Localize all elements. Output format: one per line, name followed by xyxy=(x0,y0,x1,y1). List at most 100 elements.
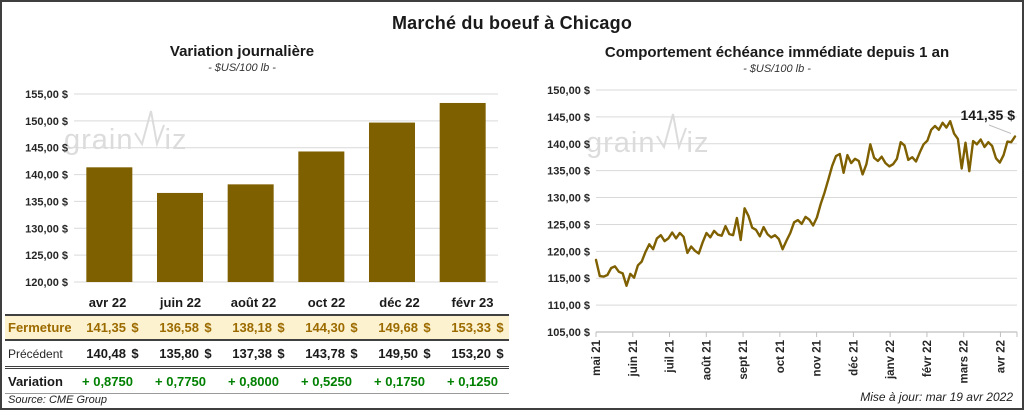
y-tick-label: 145,00 $ xyxy=(547,112,590,124)
y-tick-label: 115,00 $ xyxy=(548,273,590,285)
cell-value: 141,35 xyxy=(86,320,126,335)
table-cell: 143,78 $ xyxy=(290,340,363,369)
watermark-text-left: grain xyxy=(64,124,134,156)
cell-value: 153,20 xyxy=(451,346,491,361)
bar-chart-subtitle: - $US/100 lb - xyxy=(208,62,276,74)
y-tick-label: 140,00 $ xyxy=(547,139,590,151)
table-cell: 138,18 $ xyxy=(217,314,290,341)
table-cell: 137,38 $ xyxy=(217,340,290,369)
cell-value: 136,58 xyxy=(159,320,199,335)
watermark-text-right: grain xyxy=(586,127,656,159)
column-header: juin 22 xyxy=(159,295,202,310)
currency-symbol: $ xyxy=(350,346,358,361)
y-tick-label: 150,00 $ xyxy=(25,116,68,128)
line-chart-subtitle: - $US/100 lb - xyxy=(743,63,811,75)
cell-value: 144,30 xyxy=(305,320,345,335)
y-tick-label: 110,00 $ xyxy=(548,300,590,312)
currency-symbol: $ xyxy=(496,320,504,335)
table-cell: + 0,1250 xyxy=(436,367,509,394)
cell-value: + 0,1750 xyxy=(374,374,425,389)
line-chart-title: Comportement échéance immédiate depuis 1… xyxy=(604,44,950,61)
column-header: févr 23 xyxy=(451,295,494,310)
column-header: déc 22 xyxy=(379,295,420,310)
currency-symbol: $ xyxy=(496,346,504,361)
bar-avr 22 xyxy=(86,167,133,282)
page-title: Marché du boeuf à Chicago xyxy=(391,13,633,33)
y-tick-label: 125,00 $ xyxy=(25,250,68,262)
cell-value: 143,78 xyxy=(305,346,345,361)
column-header: août 22 xyxy=(230,295,277,310)
table-row-fermeture: Fermeture 141,35 $136,58 $138,18 $144,30 $149… xyxy=(5,314,509,341)
table-cell: 149,68 $ xyxy=(363,314,436,341)
y-tick-label: 145,00 $ xyxy=(25,143,68,155)
bar-chart: 155,00 $ 150,00 $ 145,00 $ 140,00 $ 135,00 $… xyxy=(25,89,498,289)
x-tick-label: août 21 xyxy=(701,339,713,380)
x-tick-label: juin 21 xyxy=(628,339,640,377)
table-cell: + 0,5250 xyxy=(290,367,363,394)
currency-symbol: $ xyxy=(423,320,431,335)
table-cell: + 0,1750 xyxy=(363,367,436,394)
currency-symbol: $ xyxy=(277,346,285,361)
y-tick-label: 125,00 $ xyxy=(547,219,590,231)
currency-symbol: $ xyxy=(350,320,358,335)
table-cell: 141,35 $ xyxy=(71,314,144,341)
table-cell: + 0,8750 xyxy=(71,367,144,394)
currency-symbol: $ xyxy=(204,320,212,335)
table-row-variation: Variation + 0,8750 + 0,7750 + 0,8000 + 0,525… xyxy=(5,367,509,394)
y-tick-label: 130,00 $ xyxy=(25,223,68,235)
cell-value: + 0,8000 xyxy=(228,374,279,389)
cell-value: + 0,8750 xyxy=(82,374,133,389)
x-tick-label: janv 22 xyxy=(885,340,897,380)
price-line xyxy=(594,120,1017,288)
currency-symbol: $ xyxy=(131,320,139,335)
table-cell: 153,33 $ xyxy=(436,314,509,341)
x-tick-label: mars 22 xyxy=(959,340,971,383)
x-tick-label: nov 21 xyxy=(812,339,824,376)
cell-value: + 0,5250 xyxy=(301,374,352,389)
cell-value: 137,38 xyxy=(232,346,272,361)
line-chart: 150,00 $ 145,00 $ 140,00 $ 135,00 $ 130,00 $… xyxy=(547,85,1018,383)
bar-août 22 xyxy=(227,184,274,282)
x-tick-label: oct 21 xyxy=(775,339,787,373)
update-note: Mise à jour: mar 19 avr 2022 xyxy=(860,390,1013,404)
table-cell: + 0,8000 xyxy=(217,367,290,394)
cell-value: + 0,7750 xyxy=(155,374,206,389)
x-tick-label: mai 21 xyxy=(591,339,603,375)
y-tick-label: 150,00 $ xyxy=(547,85,590,97)
bar-juin 22 xyxy=(157,192,203,282)
column-header: oct 22 xyxy=(307,295,346,310)
table-cell: + 0,7750 xyxy=(144,367,217,394)
y-tick-label: 105,00 $ xyxy=(547,327,590,339)
currency-symbol: $ xyxy=(277,320,285,335)
table-cell: 140,48 $ xyxy=(71,340,144,369)
bar-févr 23 xyxy=(439,102,486,283)
table-cell: 135,80 $ xyxy=(144,340,217,369)
table-cell: 149,50 $ xyxy=(363,340,436,369)
y-tick-label: 120,00 $ xyxy=(547,246,590,258)
cell-value: 138,18 xyxy=(232,320,272,335)
watermark-text-right-2: iz xyxy=(686,127,710,159)
cell-value: 153,33 xyxy=(451,320,491,335)
x-tick-label: juil 21 xyxy=(665,339,677,373)
table-cell: 136,58 $ xyxy=(144,314,217,341)
cell-value: 149,50 xyxy=(378,346,418,361)
bar-déc 22 xyxy=(369,122,415,282)
y-tick-label: 155,00 $ xyxy=(25,89,68,101)
cell-value: 149,68 xyxy=(378,320,418,335)
price-table: avr 22 juin 22 août 22 oct 22 déc 22 févr 23 F… xyxy=(5,292,509,394)
table-header-row: avr 22 juin 22 août 22 oct 22 déc 22 févr 23 xyxy=(5,292,509,315)
cell-value: 135,80 xyxy=(159,346,199,361)
table-cell: 144,30 $ xyxy=(290,314,363,341)
row-label: Précédent xyxy=(5,340,71,369)
y-tick-label: 135,00 $ xyxy=(25,196,68,208)
row-label: Variation xyxy=(5,367,71,394)
source-note: Source: CME Group xyxy=(8,394,108,406)
table-row-precedent: Précédent 140,48 $ 135,80 $137,38 $143,78 $149… xyxy=(5,340,509,369)
x-tick-label: sept 21 xyxy=(738,339,750,379)
y-tick-label: 135,00 $ xyxy=(547,166,590,178)
annotation-leader-line xyxy=(988,124,1012,134)
table-corner-cell xyxy=(5,292,71,315)
grainwiz-zigzag-icon xyxy=(133,107,167,155)
currency-symbol: $ xyxy=(204,346,212,361)
